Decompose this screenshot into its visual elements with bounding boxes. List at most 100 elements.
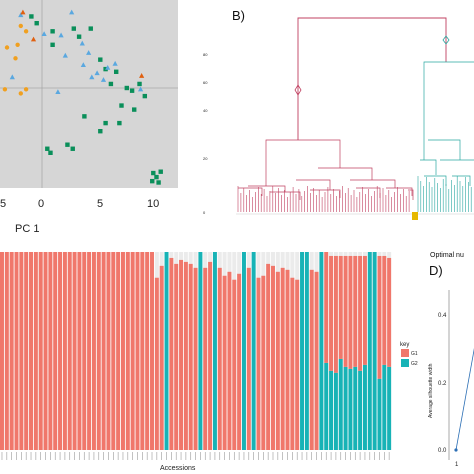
structure-bar-g1: [58, 252, 63, 450]
pca-panel: 5 0 5 10 PC 1: [0, 0, 178, 235]
structure-legend-label-g1: G1: [411, 351, 418, 357]
silhouette-line: [455, 348, 474, 451]
dendrogram-link: [428, 139, 461, 160]
pca-x-tick: 5: [97, 198, 103, 210]
pca-point-square: [154, 174, 159, 180]
pca-point-triangle: [30, 36, 37, 42]
structure-bar-g1: [9, 252, 14, 450]
structure-bar-g2: [362, 364, 367, 450]
structure-bar-g1: [67, 252, 72, 450]
structure-bar-g1: [387, 257, 392, 367]
structure-bar-g1: [82, 252, 87, 450]
structure-bar-g1: [72, 252, 77, 450]
dendrogram-link: [452, 175, 471, 186]
pca-point-square: [48, 150, 53, 155]
silhouette-panel: D) Optimal nu Average silhouette width 0…: [428, 252, 474, 468]
pca-plot-background: [0, 0, 178, 188]
pca-point-triangle: [20, 9, 26, 15]
structure-bar-g1: [227, 271, 232, 450]
structure-bar-g1: [4, 252, 9, 450]
pca-point-square: [88, 26, 93, 31]
dendrogram-panel: B) 80 60 40 20 0: [203, 8, 474, 220]
structure-bar-g1: [24, 252, 29, 450]
pca-point-square: [50, 29, 55, 34]
pca-x-ticks: 5 0 5 10: [0, 198, 159, 210]
dendrogram-link: [424, 175, 447, 186]
structure-bar-g2: [324, 362, 329, 450]
structure-bar-g2: [241, 252, 246, 450]
pca-point-square: [151, 170, 156, 176]
pca-point-square: [34, 21, 39, 26]
structure-bar-g2: [319, 252, 324, 450]
structure-bar-g1: [33, 252, 38, 450]
structure-bar-g1: [324, 252, 329, 363]
structure-bar-g1: [275, 271, 280, 450]
structure-bar-g1: [169, 257, 174, 450]
structure-bar-g1: [266, 263, 271, 450]
pca-x-tick: 5: [0, 198, 6, 210]
structure-bar-g1: [338, 255, 343, 359]
structure-bar-g1: [237, 273, 242, 450]
pca-point-triangle: [137, 86, 144, 92]
silhouette-y-tick: 0.0: [438, 448, 447, 454]
dendrogram-link: [270, 191, 301, 200]
structure-bar-g1: [261, 275, 266, 450]
pca-point-triangle: [89, 74, 95, 80]
dendrogram-leaf-highlight: [412, 212, 418, 220]
pca-point-circle: [4, 45, 10, 50]
structure-bar-g1: [309, 269, 314, 450]
structure-bar-g1: [145, 252, 150, 450]
dendrogram-y-tick: 20: [203, 156, 208, 161]
structure-bar-g1: [314, 271, 319, 450]
silhouette-panel-label: D): [429, 263, 443, 278]
structure-bar-g1: [329, 255, 334, 371]
pca-point-square: [150, 178, 155, 184]
structure-bar-g2: [300, 252, 305, 450]
pca-x-tick: 0: [38, 198, 44, 210]
dendrogram-link: [420, 159, 437, 175]
structure-legend: key G1 G2: [400, 342, 418, 367]
structure-bar-g2: [372, 252, 377, 450]
pca-x-tick: 10: [147, 198, 159, 210]
structure-bar-g1: [106, 252, 111, 450]
dendrogram-link: [386, 187, 413, 196]
structure-bar-g2: [358, 370, 363, 450]
structure-bar-g1: [14, 252, 19, 450]
structure-bar-g1: [179, 259, 184, 450]
silhouette-y-axis-label: Average silhouette width: [428, 363, 434, 418]
dendrogram-link: [248, 185, 286, 192]
structure-bar-g1: [38, 252, 43, 450]
structure-bar-g1: [174, 263, 179, 450]
pca-point-circle: [15, 42, 20, 47]
dendrogram-link: [238, 187, 263, 196]
structure-bar-g2: [367, 252, 372, 450]
structure-bar-g2: [212, 252, 217, 450]
pca-point-triangle: [80, 62, 86, 68]
dendrogram-node-marker: [294, 84, 302, 96]
pca-point-square: [129, 88, 135, 93]
structure-bar-g1: [140, 252, 145, 450]
structure-bar-g1: [150, 252, 154, 450]
structure-bar-g2: [304, 252, 309, 450]
structure-bar-g1: [101, 252, 106, 450]
structure-bar-g1: [188, 263, 193, 450]
structure-bar-g1: [91, 252, 96, 450]
structure-bar-g1: [280, 267, 285, 450]
structure-bar-g1: [125, 252, 130, 450]
structure-bar-g1: [120, 252, 125, 450]
structure-bar-g1: [130, 252, 135, 450]
structure-bar-g2: [387, 366, 392, 450]
pca-point-square: [158, 169, 163, 174]
pca-point-square: [76, 34, 82, 39]
structure-bar-g1: [290, 277, 295, 450]
pca-point-circle: [23, 29, 29, 34]
pca-point-triangle: [112, 60, 118, 66]
structure-bar-g1: [48, 252, 53, 450]
structure-bar-g1: [295, 279, 300, 450]
pca-point-square: [142, 93, 148, 99]
pca-point-triangle: [69, 9, 75, 15]
silhouette-y-tick: 0.4: [438, 313, 447, 319]
silhouette-point: [454, 448, 458, 452]
silhouette-series: [454, 348, 474, 452]
